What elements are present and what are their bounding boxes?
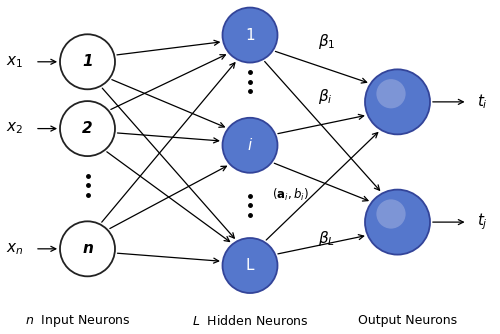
Ellipse shape [222,118,278,173]
Text: Output Neurons: Output Neurons [358,314,457,327]
Ellipse shape [376,199,406,228]
Text: $\beta_i$: $\beta_i$ [318,88,332,106]
Text: n: n [82,241,93,256]
Ellipse shape [365,190,430,255]
Text: $t_j$: $t_j$ [477,212,488,232]
Text: L: L [246,258,254,273]
Text: 2: 2 [82,121,93,136]
Ellipse shape [376,79,406,108]
Text: $t_i$: $t_i$ [477,93,488,111]
Text: $\beta_1$: $\beta_1$ [318,32,335,51]
Text: $x_n$: $x_n$ [6,241,24,257]
Ellipse shape [60,34,115,89]
Text: $x_2$: $x_2$ [6,121,24,137]
Text: 1: 1 [82,54,93,69]
Ellipse shape [222,8,278,62]
Ellipse shape [365,69,430,134]
Ellipse shape [222,238,278,293]
Text: $x_1$: $x_1$ [6,54,24,70]
Text: $L$  Hidden Neurons: $L$ Hidden Neurons [192,314,308,328]
Text: 1: 1 [245,28,255,42]
Ellipse shape [60,101,115,156]
Ellipse shape [60,221,115,276]
Text: i: i [248,138,252,153]
Text: $\beta_L$: $\beta_L$ [318,229,334,248]
Text: $n$  Input Neurons: $n$ Input Neurons [24,313,130,329]
Text: $(\mathbf{a}_i,b_i)$: $(\mathbf{a}_i,b_i)$ [272,187,310,203]
